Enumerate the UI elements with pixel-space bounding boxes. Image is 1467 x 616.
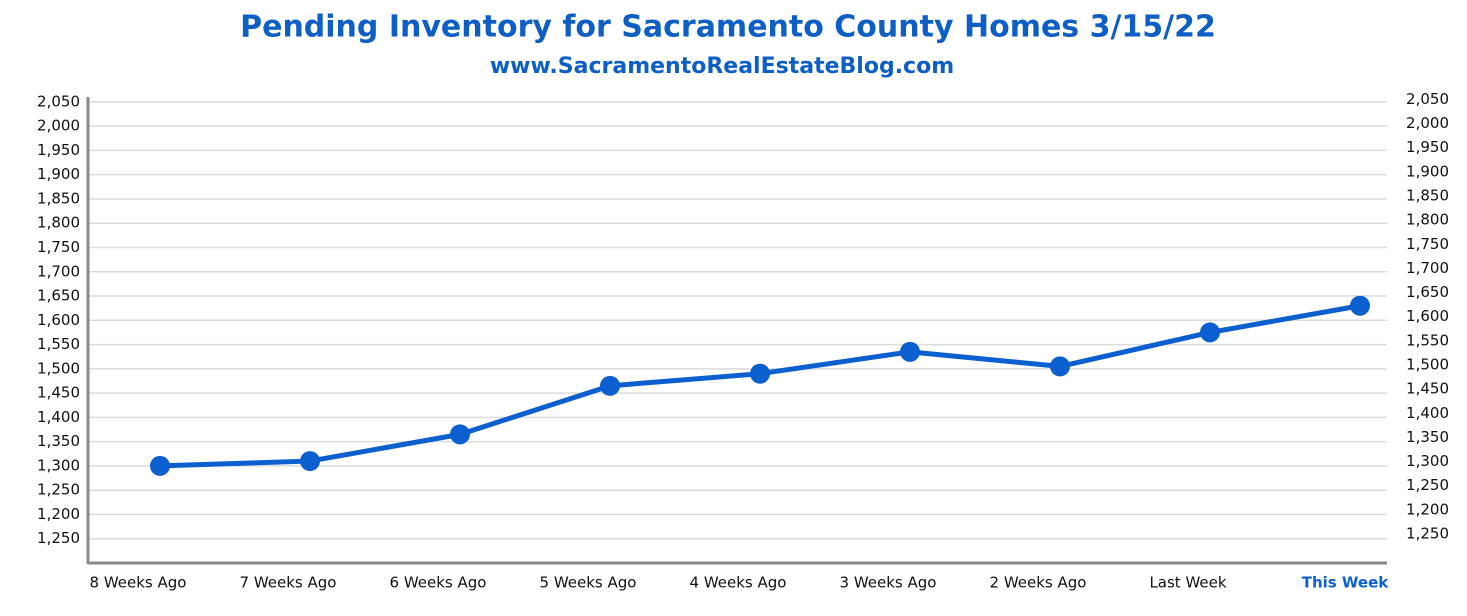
x-tick-label: 3 Weeks Ago (840, 574, 937, 592)
y2-tick-label: 1,750 (1406, 235, 1449, 253)
y2-tick-label: 1,600 (1406, 307, 1449, 325)
y2-tick-label: 1,700 (1406, 259, 1449, 277)
y2-tick-label: 1,450 (1406, 380, 1449, 398)
x-tick-label: 2 Weeks Ago (990, 574, 1087, 592)
y-tick-label: 1,250 (37, 529, 80, 547)
y-tick-label: 1,850 (37, 189, 80, 207)
point (300, 451, 320, 472)
y-tick-label: 1,400 (37, 408, 80, 426)
point (1050, 356, 1070, 377)
x-tick-label: This Week (1302, 574, 1390, 592)
y-tick-label: 1,750 (37, 238, 80, 256)
y-tick-label: 1,650 (37, 287, 80, 305)
y-tick-label: 1,800 (37, 214, 80, 232)
y-tick-label: 1,300 (37, 456, 80, 474)
y2-tick-label: 1,300 (1406, 452, 1449, 470)
y2-tick-label: 1,500 (1406, 356, 1449, 374)
y-tick-label: 1,900 (37, 165, 80, 183)
x-tick-label: 8 Weeks Ago (90, 574, 187, 592)
y2-tick-label: 1,250 (1406, 476, 1449, 494)
y2-tick-label: 1,200 (1406, 500, 1449, 518)
point (1350, 295, 1370, 316)
y2-tick-label: 1,850 (1406, 186, 1449, 204)
y-tick-label: 1,600 (37, 311, 80, 329)
x-tick-label: 6 Weeks Ago (390, 574, 487, 592)
y2-tick-label: 1,350 (1406, 428, 1449, 446)
y2-tick-label: 1,800 (1406, 211, 1449, 229)
x-tick-label: 4 Weeks Ago (690, 574, 787, 592)
y-tick-label: 1,350 (37, 432, 80, 450)
y-tick-label: 2,050 (37, 92, 80, 110)
y-tick-label: 1,950 (37, 141, 80, 159)
y2-tick-label: 1,950 (1406, 138, 1449, 156)
point (150, 455, 170, 476)
y2-tick-label: 1,250 (1406, 525, 1449, 543)
y-tick-label: 1,700 (37, 262, 80, 280)
chart-title: Pending Inventory for Sacramento County … (240, 10, 1216, 45)
y2-tick-label: 1,900 (1406, 162, 1449, 180)
x-tick-label: 7 Weeks Ago (240, 574, 337, 592)
y-tick-label: 1,500 (37, 359, 80, 377)
point (450, 424, 470, 445)
x-tick-label: Last Week (1149, 574, 1226, 592)
x-tick-label: 5 Weeks Ago (540, 574, 637, 592)
y2-tick-label: 1,550 (1406, 331, 1449, 349)
y2-tick-label: 2,000 (1406, 114, 1449, 132)
y-tick-label: 1,250 (37, 481, 80, 499)
point (750, 363, 770, 384)
point (900, 341, 920, 362)
y2-tick-label: 1,400 (1406, 404, 1449, 422)
y-tick-label: 1,550 (37, 335, 80, 353)
point (600, 375, 620, 396)
y2-tick-label: 1,650 (1406, 283, 1449, 301)
y2-tick-label: 2,050 (1406, 90, 1449, 108)
chart-subtitle: www.SacramentoRealEstateBlog.com (490, 54, 954, 79)
y-tick-label: 1,450 (37, 384, 80, 402)
y-tick-label: 2,000 (37, 117, 80, 135)
y-tick-label: 1,200 (37, 505, 80, 523)
point (1200, 322, 1220, 343)
